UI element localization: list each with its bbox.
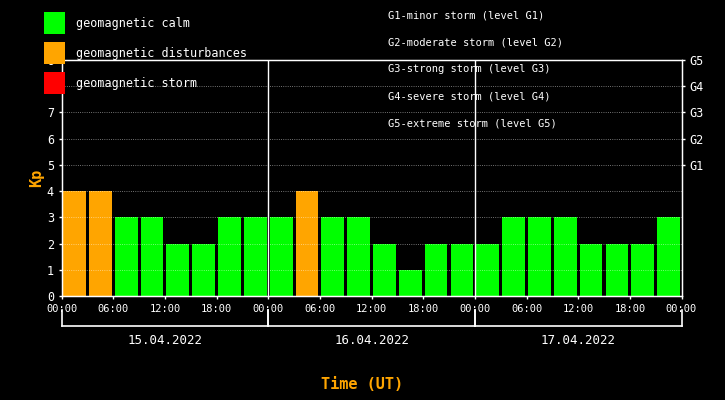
Bar (502, 217, 525, 296)
Bar (321, 217, 344, 296)
Bar (218, 217, 241, 296)
Bar (631, 244, 654, 296)
Text: G5-extreme storm (level G5): G5-extreme storm (level G5) (388, 119, 557, 129)
Bar (658, 217, 680, 296)
Bar (373, 244, 396, 296)
Bar (244, 217, 267, 296)
Text: Time (UT): Time (UT) (321, 377, 404, 392)
Bar (528, 217, 551, 296)
Bar (347, 217, 370, 296)
Bar (554, 217, 576, 296)
Y-axis label: Kp: Kp (29, 169, 44, 187)
Bar (115, 217, 138, 296)
Text: 17.04.2022: 17.04.2022 (541, 334, 616, 347)
Text: geomagnetic disturbances: geomagnetic disturbances (76, 46, 247, 60)
Text: G1-minor storm (level G1): G1-minor storm (level G1) (388, 10, 544, 20)
Text: G2-moderate storm (level G2): G2-moderate storm (level G2) (388, 37, 563, 47)
Bar (580, 244, 602, 296)
Bar (296, 191, 318, 296)
Text: G4-severe storm (level G4): G4-severe storm (level G4) (388, 92, 550, 102)
Bar (167, 244, 189, 296)
Bar (476, 244, 499, 296)
Bar (89, 191, 112, 296)
Text: geomagnetic storm: geomagnetic storm (76, 76, 197, 90)
Bar (63, 191, 86, 296)
Bar (270, 217, 292, 296)
Bar (141, 217, 163, 296)
Text: G3-strong storm (level G3): G3-strong storm (level G3) (388, 64, 550, 74)
Text: geomagnetic calm: geomagnetic calm (76, 16, 190, 30)
Bar (192, 244, 215, 296)
Bar (605, 244, 629, 296)
Text: 16.04.2022: 16.04.2022 (334, 334, 409, 347)
Bar (399, 270, 422, 296)
Bar (425, 244, 447, 296)
Text: 15.04.2022: 15.04.2022 (128, 334, 202, 347)
Bar (451, 244, 473, 296)
